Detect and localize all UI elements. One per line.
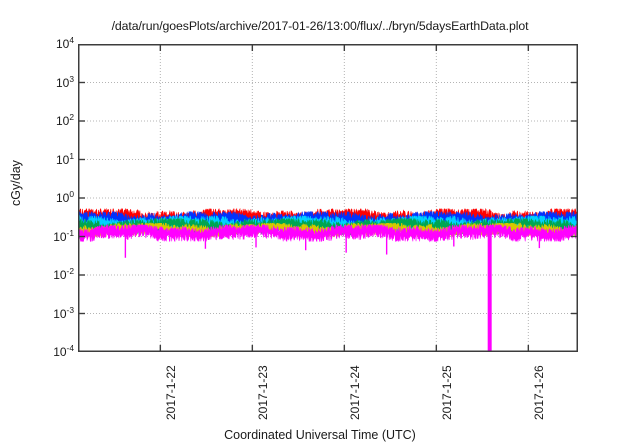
x-tick-label: 2017-1-23 (256, 365, 271, 420)
x-tick-label: 2017-1-25 (440, 365, 455, 420)
series-magenta (78, 223, 578, 243)
y-tick-label: 10-4 (53, 343, 74, 359)
x-tick-label: 2017-1-26 (532, 365, 547, 420)
y-tick-label: 100 (55, 189, 74, 205)
series-canvas (78, 44, 578, 352)
x-axis-tick-labels: 2017-1-22 2017-1-23 2017-1-24 2017-1-25 2017… (78, 356, 578, 426)
x-axis-label: Coordinated Universal Time (UTC) (224, 428, 416, 442)
y-tick-label: 102 (55, 112, 74, 128)
y-tick-label: 101 (55, 150, 74, 167)
data-series-group (78, 207, 578, 352)
y-tick-label: 104 (55, 35, 74, 51)
y-tick-label: 103 (55, 73, 74, 90)
y-axis-label: cGy/day (9, 160, 23, 206)
gridlines (78, 44, 578, 352)
x-tick-label: 2017-1-22 (164, 365, 179, 420)
plot-area (78, 44, 578, 352)
page-title: /data/run/goesPlots/archive/2017-01-26/1… (111, 19, 529, 33)
x-tick-label: 2017-1-24 (348, 365, 363, 420)
axis-tick-marks (78, 44, 578, 352)
y-tick-label: 10-3 (53, 304, 74, 321)
y-tick-label: 10-2 (53, 266, 74, 282)
y-axis-tick-labels: 104 103 102 101 100 10-1 10-2 10-3 10-4 (24, 36, 74, 358)
y-tick-label: 10-1 (53, 227, 74, 244)
